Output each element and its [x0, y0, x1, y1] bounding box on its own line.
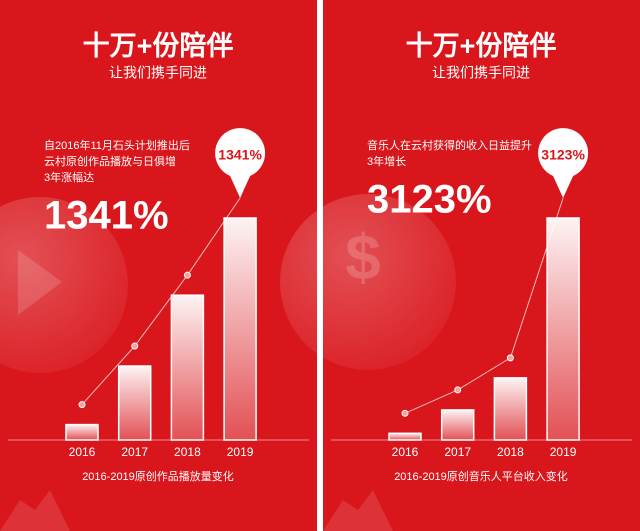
trend-line [81, 197, 241, 405]
coin-decoration [280, 194, 456, 370]
title: 十万+份陪伴 [406, 30, 557, 61]
trend-line [404, 197, 564, 414]
highlight-number: 1341% [44, 194, 169, 238]
trend-dot [78, 401, 86, 409]
bar [493, 377, 528, 441]
annotation: 3年增长 [367, 154, 406, 168]
x-tick-label: 2019 [227, 445, 254, 459]
annotation: 自2016年11月石头计划推出后 [44, 138, 190, 152]
annotation: 音乐人在云村获得的收入日益提升 [367, 138, 532, 152]
decoration [323, 490, 393, 531]
highlight-number: 3123% [367, 178, 492, 222]
x-tick-label: 2017 [444, 445, 471, 459]
subtitle: 让我们携手同进 [432, 65, 530, 81]
panel: 十万+份陪伴让我们携手同进自2016年11月石头计划推出后云村原创作品播放与日俱… [0, 0, 317, 531]
callout-balloon [538, 128, 589, 198]
decoration [0, 490, 70, 531]
callout-label: 1341% [218, 147, 262, 163]
x-tick-label: 2016 [69, 445, 96, 459]
title: 十万+份陪伴 [83, 30, 234, 61]
bar [65, 423, 99, 441]
x-axis-label: 2016-2019原创音乐人平台收入变化 [394, 469, 568, 483]
callout-balloon [215, 128, 266, 198]
x-axis-label: 2016-2019原创作品播放量变化 [82, 469, 234, 483]
annotation: 3年涨幅达 [44, 170, 94, 184]
trend-dot [131, 342, 139, 350]
bar [546, 217, 580, 441]
trend-dot [506, 354, 514, 362]
trend-dot [454, 386, 462, 394]
trend-dot [183, 271, 191, 279]
x-tick-label: 2016 [392, 445, 419, 459]
bar [223, 217, 257, 441]
x-tick-label: 2018 [497, 445, 524, 459]
x-tick-label: 2019 [550, 445, 577, 459]
callout-label: 3123% [541, 147, 585, 163]
coin-decoration [0, 197, 128, 373]
dollar-icon: $ [345, 221, 381, 293]
bar [117, 365, 152, 441]
bar [170, 294, 205, 441]
bar [388, 432, 422, 441]
bar [440, 409, 475, 441]
annotation: 云村原创作品播放与日俱增 [44, 154, 176, 168]
subtitle: 让我们携手同进 [109, 65, 207, 81]
play-icon [18, 250, 62, 315]
trend-dot [401, 409, 409, 417]
x-tick-label: 2017 [121, 445, 148, 459]
x-tick-label: 2018 [174, 445, 201, 459]
